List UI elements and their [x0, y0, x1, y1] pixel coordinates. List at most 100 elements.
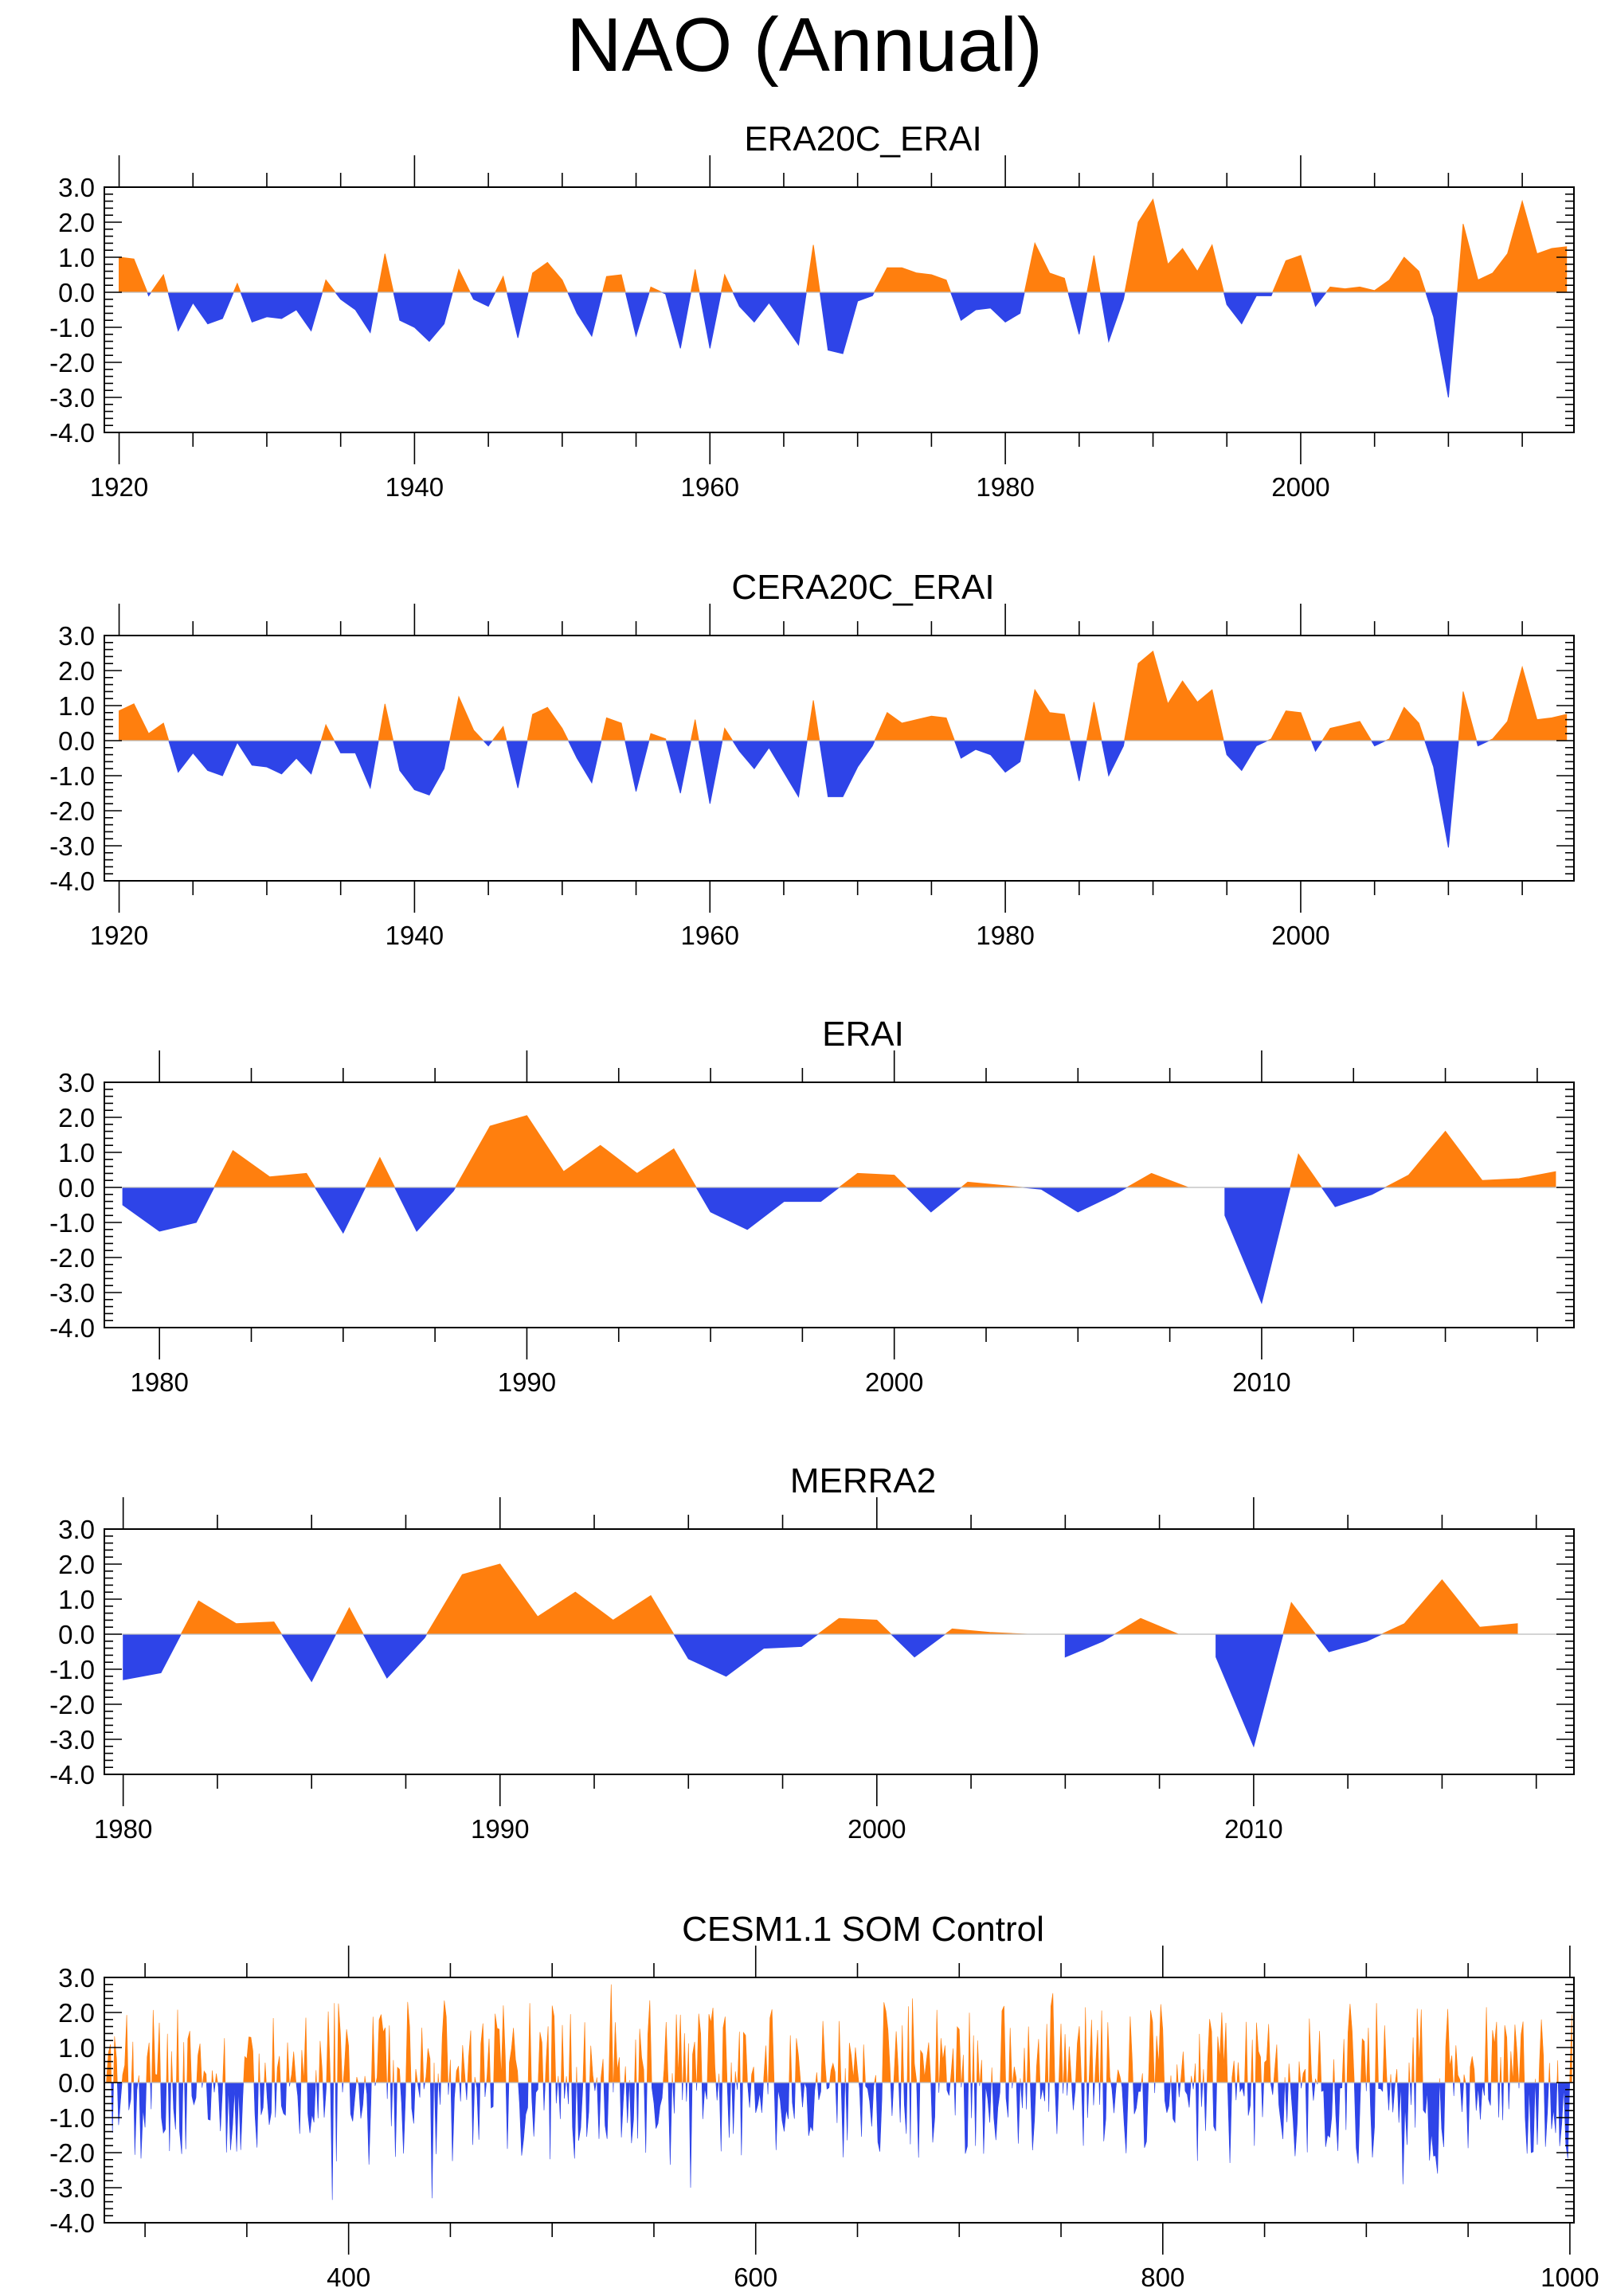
positive-area — [1375, 2003, 1379, 2083]
y-tick-label: -3.0 — [49, 1278, 95, 1308]
positive-area — [1390, 2074, 1392, 2083]
positive-area — [1251, 2040, 1254, 2083]
negative-area — [393, 1187, 456, 1232]
negative-area — [240, 291, 323, 332]
positive-area — [364, 1156, 396, 1188]
positive-area — [460, 2044, 466, 2083]
negative-area — [206, 2082, 213, 2121]
positive-area — [214, 2073, 218, 2083]
x-tick-label: 1920 — [90, 472, 148, 502]
positive-area — [1154, 2004, 1165, 2083]
negative-area — [506, 740, 528, 788]
negative-area — [417, 2082, 421, 2098]
negative-area — [819, 740, 875, 797]
negative-area — [127, 2082, 132, 2110]
y-tick-label: 1.0 — [58, 2033, 95, 2063]
positive-area — [1020, 2078, 1021, 2083]
positive-area — [638, 2028, 644, 2083]
positive-area — [213, 1150, 316, 1188]
negative-area — [1216, 1633, 1284, 1748]
positive-area — [816, 1617, 893, 1635]
negative-area — [665, 740, 692, 794]
positive-area — [1556, 2060, 1559, 2083]
negative-area — [624, 291, 650, 338]
x-tick-label: 400 — [327, 2263, 370, 2292]
y-tick-label: 1.0 — [58, 1138, 95, 1168]
positive-area — [1180, 2052, 1185, 2083]
negative-area — [172, 2082, 177, 2130]
x-tick-label: 2010 — [1232, 1367, 1290, 1397]
positive-area — [1444, 2009, 1454, 2083]
negative-area — [429, 2082, 434, 2199]
negative-area — [1054, 2082, 1059, 2134]
positive-area — [1067, 2046, 1072, 2083]
positive-area — [425, 1563, 675, 1635]
positive-area — [425, 2048, 431, 2083]
positive-area — [1457, 199, 1568, 293]
negative-area — [566, 291, 604, 338]
chart-title: ERAI — [822, 1015, 904, 1054]
positive-area — [1489, 665, 1568, 741]
negative-area — [1334, 2082, 1343, 2151]
positive-area — [1083, 2007, 1087, 2083]
negative-area — [260, 2082, 265, 2115]
positive-area — [1216, 2012, 1228, 2083]
chart-panel-5: CESM1.1 SOM Control 3.0 2.0 1.0 0.0 -1.0 -2.0 -… — [49, 1910, 1599, 2292]
negative-area — [845, 2082, 849, 2141]
positive-area — [608, 1984, 613, 2083]
positive-area — [862, 2044, 866, 2083]
positive-area — [1231, 2060, 1236, 2083]
positive-area — [674, 2014, 683, 2083]
negative-area — [365, 2082, 372, 2165]
positive-area — [1454, 2045, 1461, 2083]
negative-area — [1370, 740, 1386, 747]
negative-area — [718, 2082, 723, 2152]
y-tick-label: -1.0 — [49, 761, 95, 791]
positive-area — [550, 2005, 557, 2083]
negative-area — [133, 2082, 139, 2155]
positive-area — [258, 2053, 260, 2083]
positive-area — [1284, 2077, 1286, 2083]
negative-area — [1305, 2082, 1309, 2153]
positive-area — [1288, 2063, 1291, 2083]
positive-area — [448, 2059, 452, 2083]
positive-area — [146, 2042, 151, 2083]
positive-area — [690, 719, 699, 741]
positive-area — [596, 2077, 597, 2083]
negative-area — [804, 2082, 816, 2136]
positive-area — [1088, 2020, 1094, 2083]
negative-area — [484, 2082, 487, 2098]
positive-area — [1302, 2068, 1306, 2083]
negative-area — [597, 2082, 601, 2139]
y-tick-label: 0.0 — [58, 1173, 95, 1203]
y-tick-label: -3.0 — [49, 383, 95, 413]
positive-area — [337, 2003, 343, 2083]
negative-area — [191, 2082, 198, 2106]
negative-area — [280, 2082, 287, 2116]
negative-area — [1369, 2082, 1376, 2158]
negative-area — [1184, 2082, 1192, 2108]
plot-frame — [104, 1082, 1575, 1328]
negative-area — [905, 1187, 963, 1213]
negative-area — [961, 2082, 962, 2088]
negative-area — [1192, 2082, 1195, 2090]
positive-area — [1382, 2025, 1388, 2083]
positive-area — [1244, 2021, 1248, 2083]
positive-area — [1314, 2079, 1317, 2083]
negative-area — [1544, 2082, 1549, 2147]
positive-area — [815, 2072, 818, 2083]
negative-area — [1102, 2082, 1107, 2141]
positive-area — [671, 2073, 673, 2083]
positive-area — [1000, 2005, 1006, 2083]
negative-area — [875, 2082, 883, 2152]
negative-area — [1025, 2082, 1028, 2110]
positive-area — [1202, 2069, 1204, 2083]
negative-area — [122, 1187, 215, 1232]
negative-area — [603, 2082, 609, 2139]
negative-area — [673, 1633, 820, 1677]
x-tick-label: 800 — [1141, 2263, 1184, 2292]
negative-area — [167, 291, 234, 332]
positive-area — [1346, 2004, 1355, 2083]
negative-area — [916, 2082, 921, 2158]
positive-area — [1395, 2069, 1398, 2083]
